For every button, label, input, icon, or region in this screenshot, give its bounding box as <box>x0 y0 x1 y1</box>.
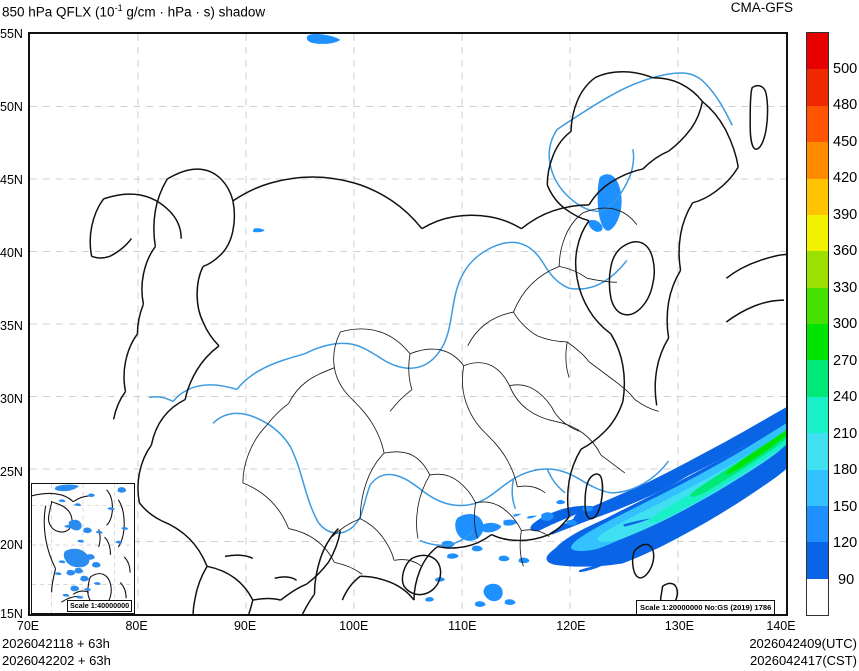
x-tick-130e: 130E <box>664 619 694 633</box>
colorbar-band-420 <box>807 142 828 179</box>
page-title-rest: g/cm · hPa · s) shadow <box>122 4 266 20</box>
x-tick-100e: 100E <box>339 619 369 633</box>
colorbar-band-270 <box>807 324 828 361</box>
colorbar-label-210: 210 <box>833 425 858 442</box>
colorbar-band-90 <box>807 542 828 579</box>
x-tick-140e: 140E <box>766 619 796 633</box>
y-tick-30n: 30N <box>0 392 23 406</box>
colorbar-band-180 <box>807 433 828 470</box>
colorbar-label-150: 150 <box>833 498 858 515</box>
colorbar-band-150 <box>807 469 828 506</box>
gridlines <box>30 34 786 614</box>
x-tick-90e: 90E <box>233 619 257 633</box>
colorbar-label-390: 390 <box>833 206 858 223</box>
map-svg <box>30 34 786 614</box>
colorbar-band-390 <box>807 178 828 215</box>
page-title: 850 hPa QFLX (10-1 g/cm · hPa · s) shado… <box>2 0 265 21</box>
inset-coastlines <box>32 489 131 608</box>
y-tick-45n: 45N <box>0 173 23 187</box>
colorbar-band-300 <box>807 287 828 324</box>
footer-init-utc: 2026042118 + 63h <box>2 636 110 651</box>
colorbar-label-300: 300 <box>833 316 858 332</box>
y-tick-35n: 35N <box>0 319 23 333</box>
south-china-sea-inset[interactable]: Scale 1:40000000 <box>31 483 135 614</box>
inset-svg <box>32 484 134 613</box>
province-borders <box>242 207 659 575</box>
footer-init-cst: 2026042202 + 63h <box>2 653 111 668</box>
colorbar[interactable] <box>806 32 829 616</box>
national-borders <box>89 70 786 614</box>
colorbar-band-330 <box>807 251 828 288</box>
x-tick-110e: 110E <box>448 619 477 633</box>
colorbar-label-120: 120 <box>833 535 858 551</box>
colorbar-label-330: 330 <box>833 279 858 296</box>
colorbar-band-480 <box>807 69 828 106</box>
map-plot <box>30 34 786 614</box>
colorbar-label-450: 450 <box>833 133 858 150</box>
footer-valid-utc: 2026042409(UTC) <box>749 636 857 651</box>
model-label: CMA-GFS <box>730 0 793 15</box>
y-tick-15n: 15N <box>0 607 23 621</box>
x-tick-120e: 120E <box>556 619 586 633</box>
qflx-shading <box>252 34 786 607</box>
footer-valid-cst: 2026042417(CST) <box>750 653 857 668</box>
map-frame[interactable] <box>28 32 788 616</box>
x-tick-70e: 70E <box>16 619 40 633</box>
colorbar-label-360: 360 <box>833 243 858 259</box>
colorbar-band-below-min <box>807 578 828 615</box>
y-tick-50n: 50N <box>0 100 23 114</box>
colorbar-label-90: 90 <box>838 571 855 588</box>
page-title-main: 850 hPa QFLX (10 <box>2 4 115 20</box>
colorbar-band-500 <box>807 33 828 70</box>
colorbar-label-270: 270 <box>833 352 858 369</box>
y-tick-25n: 25N <box>0 465 23 479</box>
y-tick-20n: 20N <box>0 538 23 552</box>
inset-qflx-shading <box>54 484 129 607</box>
x-tick-80e: 80E <box>125 619 148 633</box>
colorbar-label-180: 180 <box>833 462 858 478</box>
colorbar-label-500: 500 <box>833 60 858 77</box>
colorbar-band-120 <box>807 505 828 543</box>
map-scale-label: Scale 1:20000000 No:GS (2019) 1786 <box>636 600 776 615</box>
inset-scale-label: Scale 1:40000000 <box>67 600 133 612</box>
colorbar-band-450 <box>807 105 828 143</box>
colorbar-label-480: 480 <box>833 97 858 113</box>
y-tick-40n: 40N <box>0 246 23 260</box>
colorbar-band-240 <box>807 360 828 397</box>
y-tick-55n: 55N <box>0 27 23 41</box>
colorbar-label-240: 240 <box>833 389 858 405</box>
colorbar-band-210 <box>807 396 828 434</box>
rivers <box>149 72 733 546</box>
colorbar-label-420: 420 <box>833 170 858 186</box>
page-title-exponent: -1 <box>114 3 123 13</box>
colorbar-band-360 <box>807 214 828 252</box>
inset-gridlines <box>32 484 134 613</box>
